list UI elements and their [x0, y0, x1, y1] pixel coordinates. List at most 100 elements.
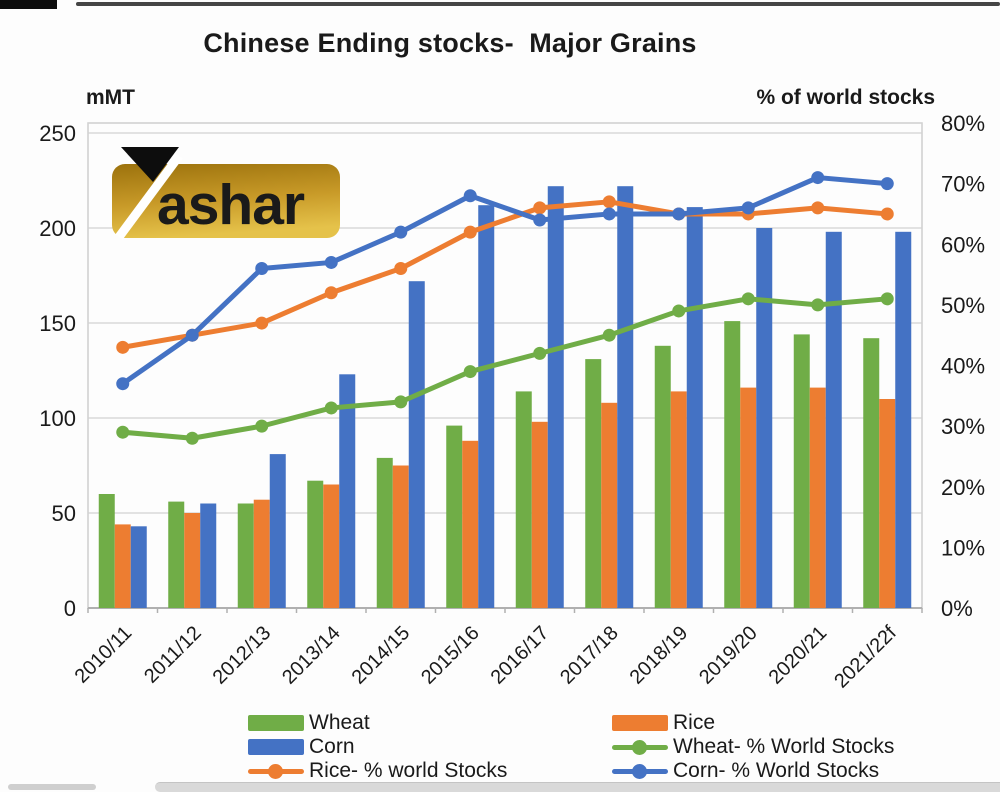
logo-triangle-icon: [121, 147, 179, 182]
marker-wheat-world-stocks-2021/22f: [880, 292, 894, 306]
bar-wheat-2018/19: [654, 345, 671, 608]
top-divider-rule: [76, 2, 1000, 6]
right-axis-tick-label: 50%: [941, 293, 985, 318]
right-axis-tick-label: 20%: [941, 475, 985, 500]
right-axis-tick-label: 80%: [941, 111, 985, 136]
right-axis-unit-label: % of world stocks: [756, 86, 935, 109]
bar-corn-2013/14: [339, 374, 356, 608]
bar-wheat-2019/20: [724, 321, 741, 608]
marker-corn-world-stocks-2010/11: [116, 377, 130, 391]
bar-corn-2019/20: [756, 228, 773, 608]
left-axis-tick-label: 250: [39, 121, 76, 146]
marker-rice-world-stocks-2015/16: [463, 225, 477, 239]
marker-corn-world-stocks-2021/22f: [880, 177, 894, 191]
marker-corn-world-stocks-2020/21: [811, 171, 825, 185]
logo-text: ashar: [157, 173, 305, 237]
bar-wheat-2010/11: [98, 494, 115, 608]
marker-wheat-world-stocks-2020/21: [811, 298, 825, 312]
bar-corn-2014/15: [408, 281, 425, 608]
corn-bar-swatch: [248, 739, 304, 755]
legend-label: Rice: [673, 711, 716, 734]
bar-rice-2011/12: [184, 513, 201, 608]
line-rice-world-stocks: [120, 199, 890, 350]
bar-rice-2015/16: [462, 440, 479, 608]
bar-rice-2012/13: [253, 499, 270, 608]
marker-corn-world-stocks-2017/18: [602, 207, 616, 221]
bar-corn-2020/21: [825, 231, 842, 609]
marker-rice-world-stocks-2013/14: [324, 286, 338, 300]
bar-wheat-2015/16: [446, 425, 463, 608]
marker-wheat-world-stocks-2017/18: [602, 328, 616, 342]
bar-rice-2017/18: [601, 402, 618, 608]
marker-wheat-world-stocks-2013/14: [324, 401, 338, 415]
corn-line-swatch: [612, 763, 668, 779]
legend-column-left: Wheat Corn Rice- % world Stocks: [248, 711, 507, 783]
right-axis-tick-label: 10%: [941, 535, 985, 560]
legend-item-rice-pct: Rice- % world Stocks: [248, 759, 507, 783]
x-axis-category-label: 2012/13: [209, 622, 276, 689]
bar-corn-2011/12: [200, 503, 217, 608]
marker-rice-world-stocks-2017/18: [602, 195, 616, 209]
x-axis-category-label: 2021/22f: [830, 622, 901, 693]
x-axis-category-label: 2017/18: [556, 622, 623, 689]
bottom-edge-strip: [155, 782, 1000, 792]
bar-corn-2021/22f: [895, 231, 912, 609]
wheat-bar-swatch: [248, 715, 304, 731]
left-axis-tick-label: 200: [39, 216, 76, 241]
bar-wheat-2011/12: [168, 501, 185, 608]
marker-wheat-world-stocks-2014/15: [394, 395, 408, 409]
legend-column-right: Rice Wheat- % World Stocks Corn- % World…: [612, 711, 894, 783]
bar-rice-2020/21: [809, 387, 826, 608]
left-axis-tick-label: 150: [39, 311, 76, 336]
logo-gold-plate: [112, 164, 340, 238]
x-axis-category-label: 2019/20: [695, 622, 762, 689]
logo-y-stroke: [115, 153, 183, 240]
marker-rice-world-stocks-2020/21: [811, 201, 825, 215]
left-axis-unit-label: mMT: [86, 86, 135, 109]
marker-corn-world-stocks-2014/15: [394, 225, 408, 239]
legend-item-corn-pct: Corn- % World Stocks: [612, 759, 894, 783]
rice-line-swatch: [248, 763, 304, 779]
marker-rice-world-stocks-2016/17: [533, 201, 547, 215]
wheat-line-swatch: [612, 739, 668, 755]
marker-wheat-world-stocks-2018/19: [672, 304, 686, 318]
chart-title: Chinese Ending stocks- Major Grains: [203, 28, 697, 58]
marker-corn-world-stocks-2013/14: [324, 255, 338, 269]
marker-wheat-world-stocks-2016/17: [533, 346, 547, 360]
legend-label: Rice- % world Stocks: [309, 759, 508, 782]
bar-corn-2015/16: [478, 205, 495, 608]
bar-corn-2012/13: [269, 454, 286, 608]
bar-corn-2018/19: [686, 207, 703, 608]
bar-corn-2017/18: [617, 186, 634, 608]
bar-wheat-2021/22f: [863, 338, 880, 608]
legend-label: Wheat- % World Stocks: [673, 735, 895, 758]
marker-rice-world-stocks-2021/22f: [880, 207, 894, 221]
marker-corn-world-stocks-2011/12: [185, 328, 199, 342]
marker-corn-world-stocks-2019/20: [741, 201, 755, 215]
x-axis-category-label: 2015/16: [417, 622, 484, 689]
legend-item-wheat: Wheat: [248, 711, 507, 735]
legend-item-corn: Corn: [248, 735, 507, 759]
marker-corn-world-stocks-2012/13: [255, 262, 269, 275]
legend-item-wheat-pct: Wheat- % World Stocks: [612, 735, 894, 759]
marker-wheat-world-stocks-2015/16: [463, 365, 477, 379]
bottom-edge-strip-left: [8, 784, 96, 790]
left-axis-tick-label: 50: [52, 501, 76, 526]
marker-corn-world-stocks-2018/19: [672, 207, 686, 221]
marker-rice-world-stocks-2010/11: [116, 340, 130, 354]
bar-rice-2016/17: [531, 421, 548, 608]
right-axis-tick-label: 70%: [941, 172, 985, 197]
marker-wheat-world-stocks-2011/12: [185, 431, 199, 445]
bar-rice-2013/14: [323, 484, 340, 608]
x-axis-category-label: 2013/14: [278, 622, 345, 689]
right-axis-tick-label: 60%: [941, 232, 985, 257]
x-axis-category-label: 2011/12: [140, 622, 206, 688]
marker-corn-world-stocks-2016/17: [533, 213, 547, 227]
legend-label: Corn- % World Stocks: [673, 759, 880, 782]
bar-wheat-2017/18: [585, 359, 602, 608]
bar-corn-2010/11: [130, 526, 147, 608]
bar-wheat-2020/21: [793, 334, 810, 608]
bar-rice-2019/20: [740, 387, 757, 608]
bar-rice-2010/11: [114, 524, 131, 608]
left-axis-tick-label: 100: [39, 406, 76, 431]
